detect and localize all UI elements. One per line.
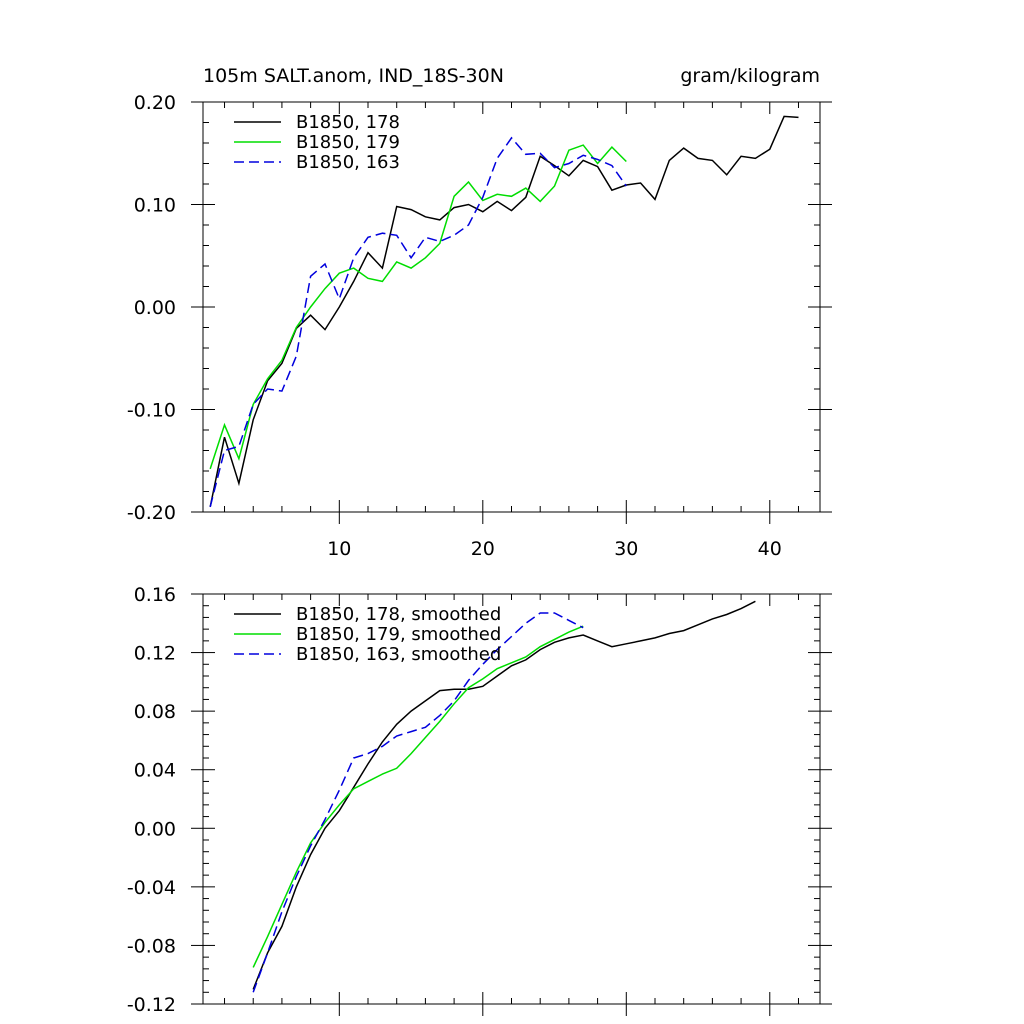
y-tick-label: 0.00 <box>134 297 176 319</box>
y-tick-label: 0.20 <box>134 92 176 114</box>
y-tick-label: 0.04 <box>134 760 176 782</box>
y-tick-label: -0.04 <box>127 877 176 899</box>
chart-title-left: 105m SALT.anom, IND_18S-30N <box>203 65 504 87</box>
chart-title-right: gram/kilogram <box>680 65 820 87</box>
bottom-chart-panel: -0.12 -0.08 -0.04 0.00 0.04 0.08 0.12 0.16 B185… <box>127 584 832 1016</box>
x-tick-label: 40 <box>758 538 782 560</box>
legend-label-3: B1850, 163 <box>296 152 400 173</box>
x-tick-label: 30 <box>614 538 638 560</box>
series-line-1 <box>252 600 756 990</box>
y-tick-label: 0.16 <box>134 584 176 606</box>
legend-label-2: B1850, 179, smoothed <box>296 624 501 645</box>
legend-label-3: B1850, 163, smoothed <box>296 644 501 665</box>
y-tick-label: -0.12 <box>127 994 176 1016</box>
series-line-3 <box>252 612 584 993</box>
legend-label-2: B1850, 179 <box>296 132 400 153</box>
x-tick-label: 10 <box>327 538 351 560</box>
y-tick-label: -0.08 <box>127 935 176 957</box>
top-plot-frame <box>202 101 821 513</box>
legend-label-1: B1850, 178, smoothed <box>296 604 501 625</box>
series-line-3 <box>209 136 627 508</box>
top-chart-panel: 105m SALT.anom, IND_18S-30N gram/kilogra… <box>127 65 832 560</box>
legend-label-1: B1850, 178 <box>296 112 400 133</box>
series-line-2 <box>209 144 627 470</box>
bottom-plot-frame <box>202 593 821 1005</box>
y-tick-label: -0.10 <box>127 400 176 422</box>
series-line-2 <box>252 625 584 968</box>
y-tick-label: 0.12 <box>134 643 176 665</box>
y-tick-label: 0.10 <box>134 195 176 217</box>
series-line-1 <box>209 115 799 508</box>
y-tick-label: -0.20 <box>127 502 176 524</box>
y-tick-label: 0.00 <box>134 818 176 840</box>
y-tick-label: 0.08 <box>134 701 176 723</box>
x-tick-label: 20 <box>471 538 495 560</box>
